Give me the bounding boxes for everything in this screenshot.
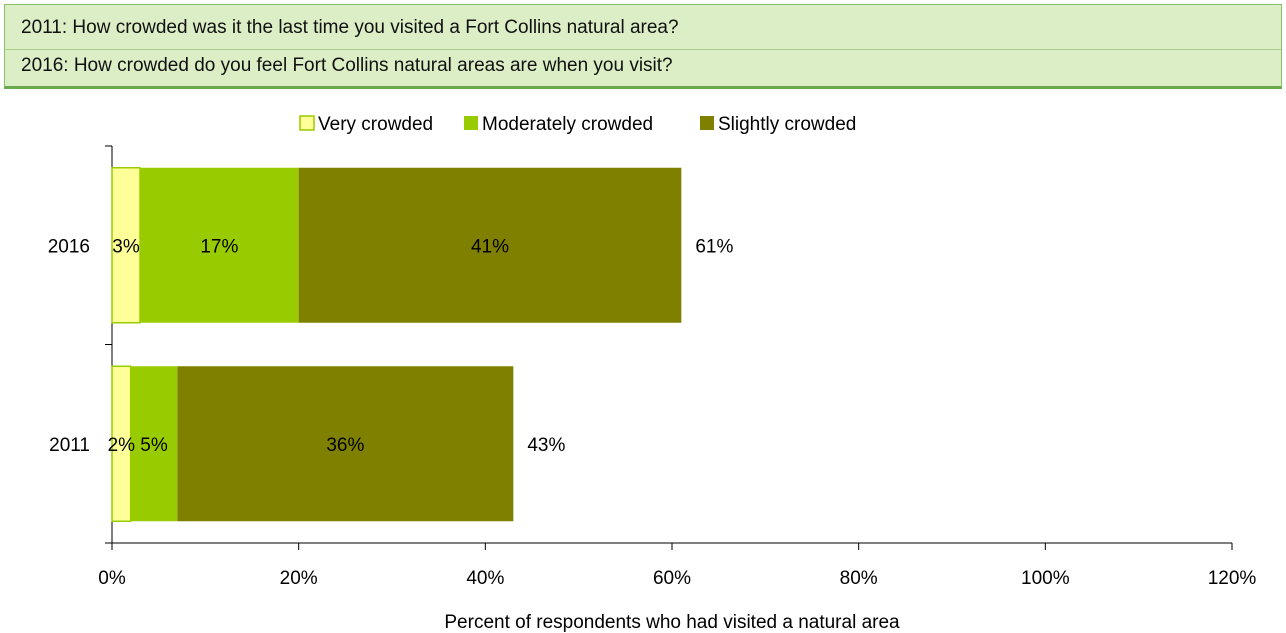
legend-label-moderately-crowded: Moderately crowded: [482, 114, 653, 135]
x-tick-label: 120%: [1208, 568, 1257, 589]
x-tick-label: 60%: [653, 568, 691, 589]
x-tick-label: 40%: [466, 568, 504, 589]
x-tick-label: 100%: [1021, 568, 1070, 589]
data-label-moderately-crowded-2016: 17%: [200, 236, 238, 257]
data-label-slightly-crowded-2011: 36%: [326, 435, 364, 456]
legend-swatch-very-crowded: [299, 115, 315, 131]
legend-swatch-moderately-crowded: [464, 116, 478, 130]
bar-slightly-crowded-2016: [298, 167, 682, 323]
total-label-2016: 61%: [695, 236, 733, 257]
data-label-moderately-crowded-2011: 5%: [140, 435, 168, 456]
bar-moderately-crowded-2016: [140, 167, 299, 323]
chart-axes: 0% 20% 40% 60% 80% 100% 120% Percent of respond…: [98, 145, 1257, 633]
question-header: 2011: How crowded was it the last time y…: [4, 4, 1282, 89]
x-tick-label: 0%: [98, 568, 126, 589]
chart-bars: [111, 167, 682, 522]
x-axis-title: Percent of respondents who had visited a…: [444, 612, 900, 633]
legend-label-slightly-crowded: Slightly crowded: [718, 114, 856, 135]
question-2011: 2011: How crowded was it the last time y…: [21, 17, 679, 38]
x-tick-label: 80%: [840, 568, 878, 589]
bar-slightly-crowded-2011: [177, 366, 514, 522]
y-category-label-2016: 2016: [48, 236, 90, 257]
legend-label-very-crowded: Very crowded: [318, 114, 433, 135]
data-label-slightly-crowded-2016: 41%: [471, 236, 509, 257]
question-2016: 2016: How crowded do you feel Fort Colli…: [21, 55, 673, 76]
bar-moderately-crowded-2011: [130, 366, 178, 522]
y-category-label-2011: 2011: [49, 435, 90, 456]
chart-legend: Very crowded Moderately crowded Slightly c…: [299, 114, 856, 135]
header-divider: [5, 49, 1281, 50]
x-tick-label: 20%: [280, 568, 318, 589]
chart-labels: 2016 3% 17% 41% 61% 2011 2% 5% 36% 43%: [48, 236, 734, 456]
total-label-2011: 43%: [527, 435, 565, 456]
stacked-bar-chart: Very crowded Moderately crowded Slightly c…: [48, 114, 1257, 633]
data-label-very-crowded-2016: 3%: [112, 236, 140, 257]
legend-swatch-slightly-crowded: [700, 116, 714, 130]
data-label-very-crowded-2011: 2%: [108, 435, 136, 456]
